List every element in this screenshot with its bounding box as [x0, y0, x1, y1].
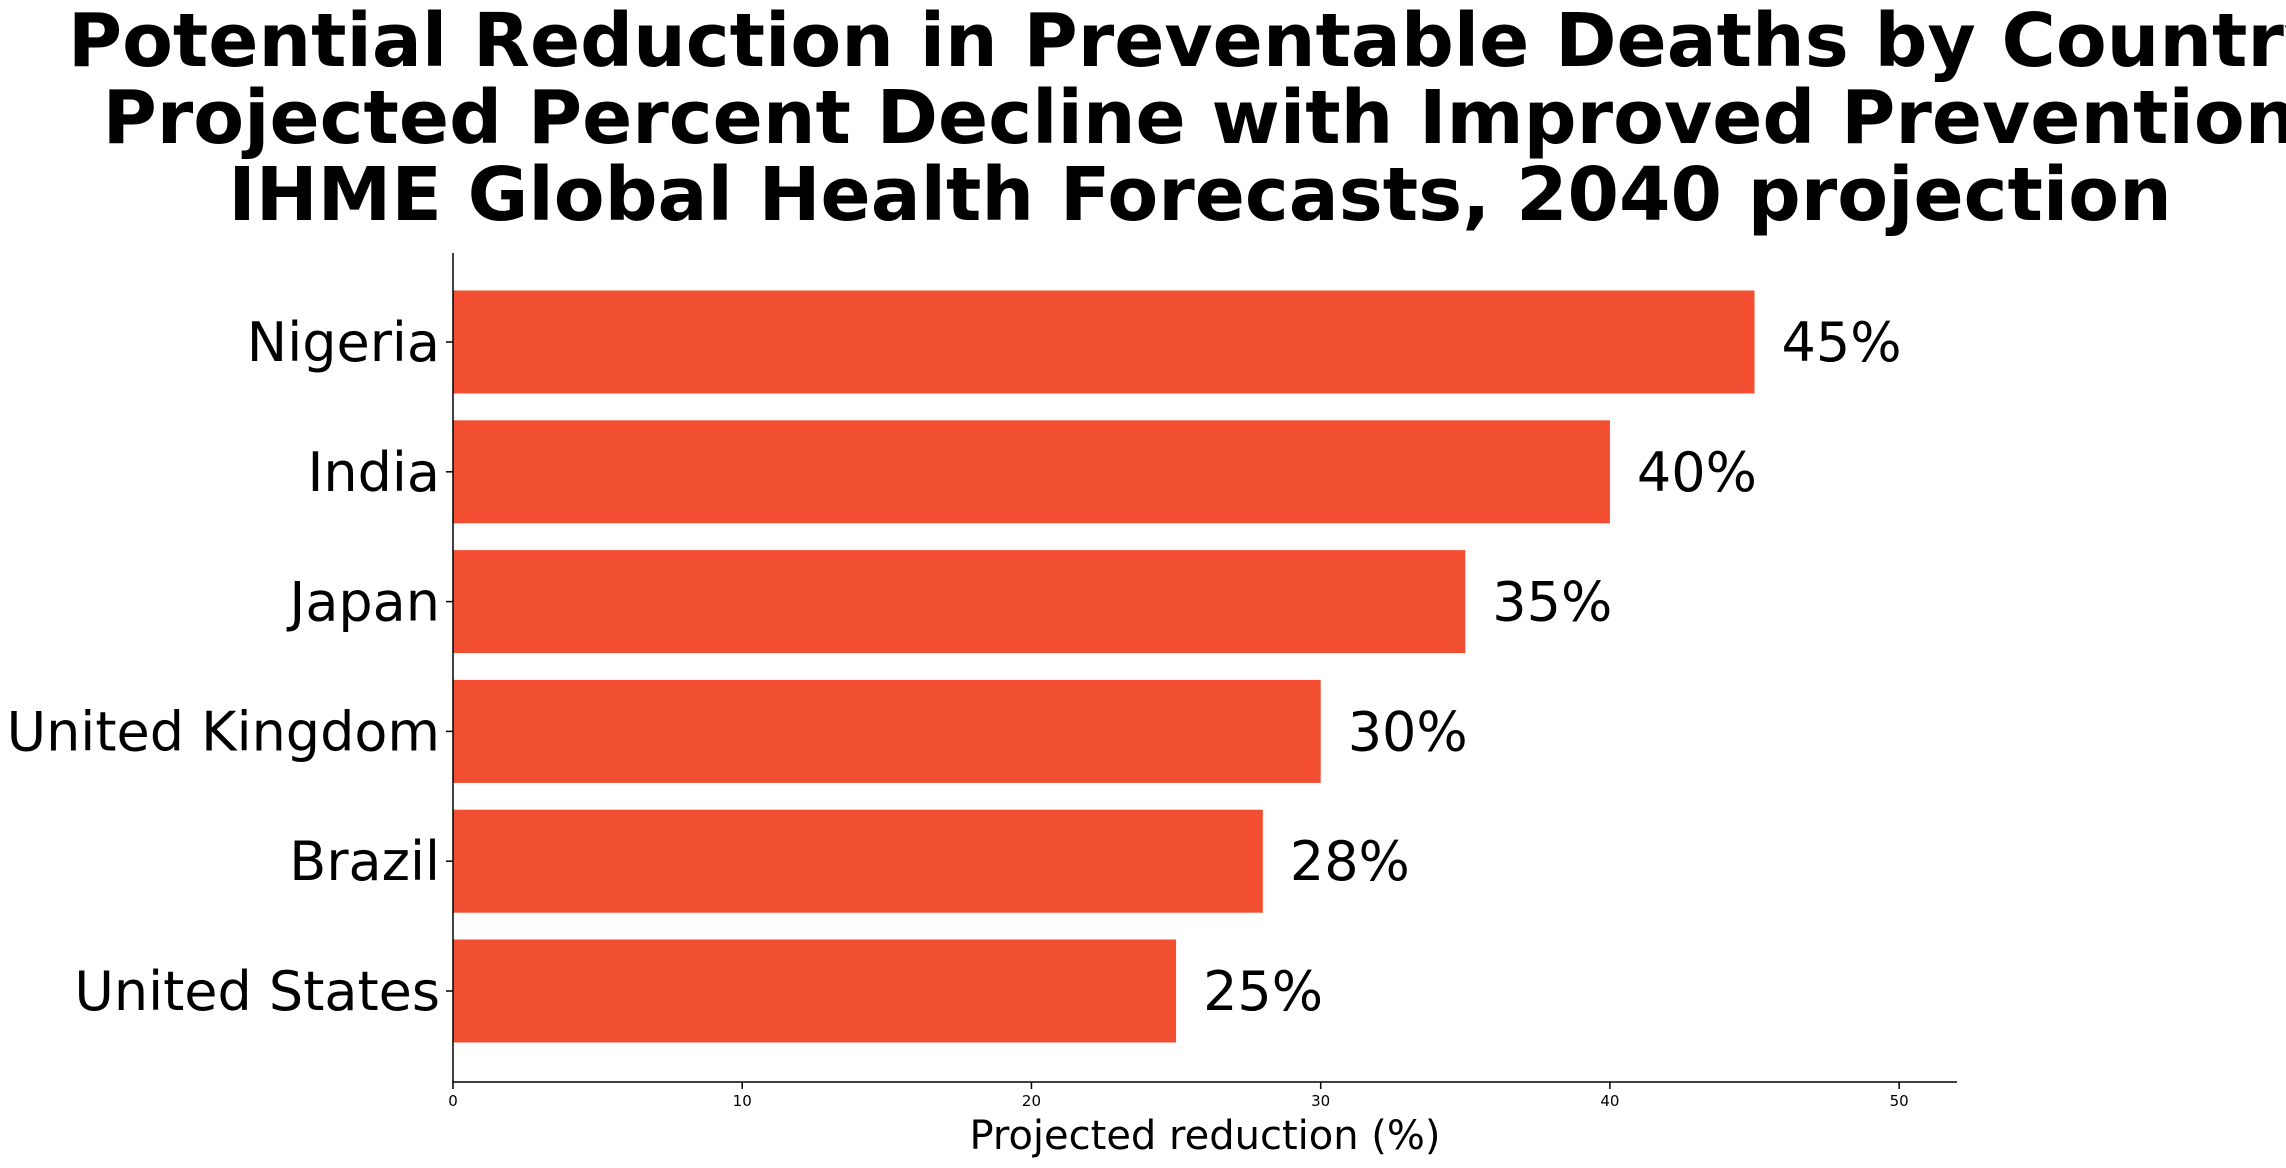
category-label-united-kingdom: United Kingdom	[7, 700, 440, 763]
chart-title-line-2: Projected Percent Decline with Improved …	[103, 75, 2286, 161]
bar-japan	[453, 550, 1466, 654]
x-tick-label-0: 0	[448, 1092, 458, 1110]
category-label-japan: Japan	[286, 571, 440, 634]
x-tick-label-50: 50	[1890, 1092, 1909, 1110]
x-axis: 0 10 20 30 40 50	[448, 1081, 1957, 1110]
bar-united-kingdom	[453, 679, 1321, 783]
bar-brazil	[453, 809, 1263, 913]
value-label-japan: 35%	[1492, 571, 1612, 634]
bar-nigeria	[453, 290, 1755, 394]
y-axis: Nigeria India Japan United Kingdom Brazil Uni…	[7, 253, 454, 1082]
x-axis-title: Projected reduction (%)	[969, 1113, 1440, 1159]
plot-area: 45% 40% 35% 30% 28% 25%	[453, 290, 1902, 1043]
bar-india	[453, 420, 1610, 524]
x-tick-label-20: 20	[1022, 1092, 1041, 1110]
x-tick-label-10: 10	[733, 1092, 752, 1110]
category-label-nigeria: Nigeria	[247, 311, 440, 374]
value-label-nigeria: 45%	[1782, 311, 1902, 374]
category-label-india: India	[307, 441, 440, 504]
category-label-brazil: Brazil	[289, 830, 440, 893]
x-tick-label-30: 30	[1311, 1092, 1330, 1110]
chart-title: Potential Reduction in Preventable Death…	[68, 0, 2286, 238]
category-label-united-states: United States	[74, 960, 440, 1023]
value-label-india: 40%	[1637, 441, 1757, 504]
value-label-brazil: 28%	[1290, 830, 1410, 893]
x-tick-label-40: 40	[1600, 1092, 1619, 1110]
chart-title-line-3: IHME Global Health Forecasts, 2040 proje…	[228, 152, 2172, 238]
value-label-united-states: 25%	[1203, 960, 1323, 1023]
value-label-united-kingdom: 30%	[1348, 700, 1468, 763]
chart-title-line-1: Potential Reduction in Preventable Death…	[68, 0, 2286, 84]
bar-united-states	[453, 939, 1177, 1043]
